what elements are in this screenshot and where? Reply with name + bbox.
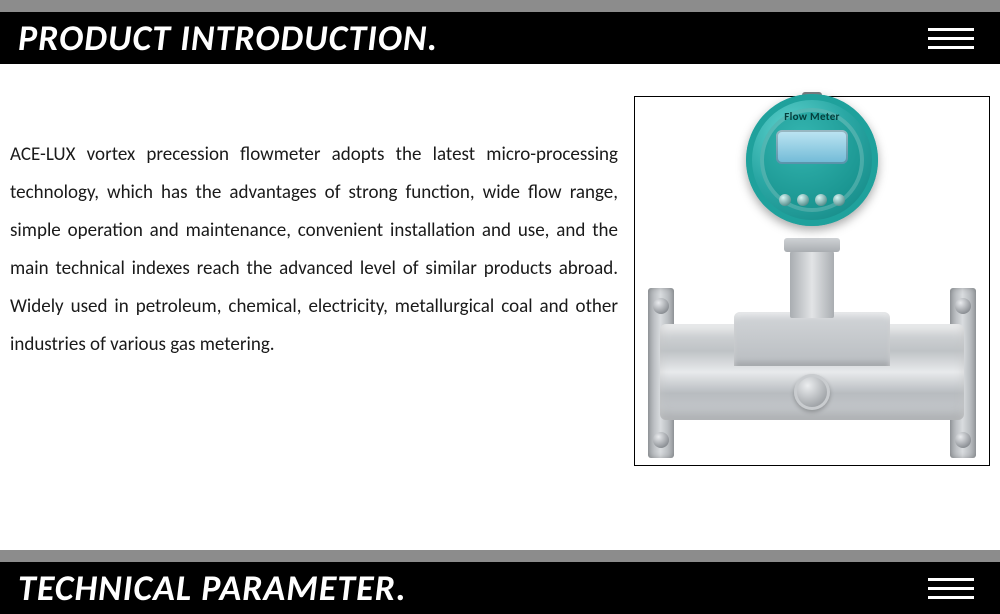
keypad-button <box>815 194 827 206</box>
keypad-row <box>738 194 886 206</box>
display-label: Flow Meter <box>738 110 886 123</box>
intro-content-row: ACE-LUX vortex precession flowmeter adop… <box>0 64 1000 506</box>
mid-housing <box>734 312 890 366</box>
section-title-tech: TECHNICAL PARAMETER. <box>18 566 407 610</box>
keypad-button <box>779 194 791 206</box>
keypad-button <box>797 194 809 206</box>
lcd-screen <box>776 130 848 164</box>
product-description: ACE-LUX vortex precession flowmeter adop… <box>10 88 618 364</box>
transmitter-head: Flow Meter <box>738 86 886 234</box>
product-image-frame: Flow Meter <box>634 96 990 466</box>
keypad-button <box>833 194 845 206</box>
section-header-intro: PRODUCT INTRODUCTION. <box>0 12 1000 64</box>
section-title-intro: PRODUCT INTRODUCTION. <box>18 16 438 60</box>
section-header-tech: TECHNICAL PARAMETER. <box>0 562 1000 614</box>
bottom-gray-strip <box>0 550 1000 562</box>
flowmeter-illustration: Flow Meter <box>642 86 982 476</box>
menu-icon[interactable] <box>928 578 974 599</box>
top-gray-strip <box>0 0 1000 12</box>
menu-icon[interactable] <box>928 28 974 49</box>
transmitter-neck <box>790 248 834 318</box>
drain-plug <box>794 374 830 410</box>
